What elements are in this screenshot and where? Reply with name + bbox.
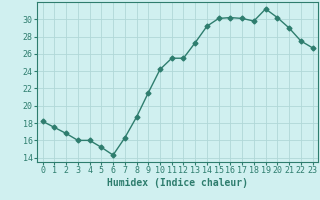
- X-axis label: Humidex (Indice chaleur): Humidex (Indice chaleur): [107, 178, 248, 188]
